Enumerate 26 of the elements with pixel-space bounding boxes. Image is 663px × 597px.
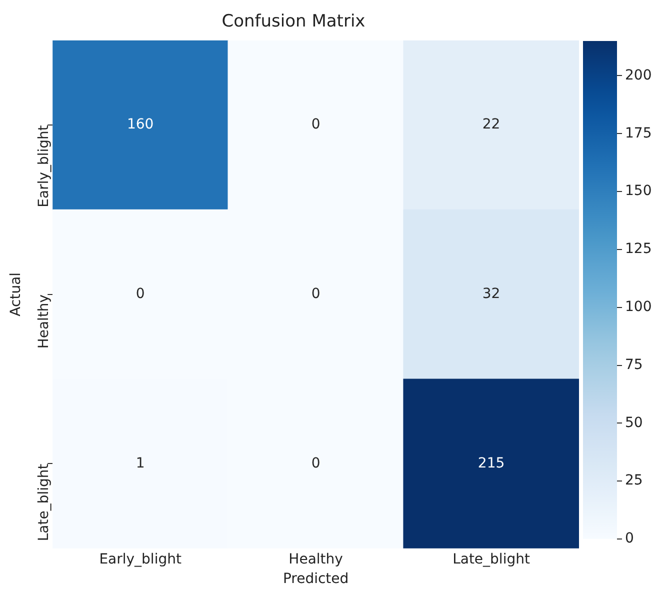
color-bar-label: 200 xyxy=(625,67,652,84)
data-label: 1 xyxy=(136,455,145,472)
chart-title: Confusion Matrix xyxy=(222,12,366,32)
color-bar-label: 100 xyxy=(625,299,652,316)
data-label: 0 xyxy=(311,286,320,302)
data-label: 215 xyxy=(478,455,505,472)
data-label: 0 xyxy=(311,455,320,472)
x-axis-title: Predicted xyxy=(282,571,349,588)
data-label: 22 xyxy=(482,116,500,133)
color-bar-label: 25 xyxy=(625,472,643,489)
color-bar-label: 125 xyxy=(625,241,652,258)
x-tick-label: Early_blight xyxy=(99,551,182,568)
x-tick-label: Healthy xyxy=(288,551,343,568)
data-label: 32 xyxy=(482,286,500,302)
y-tick-label: Healthy xyxy=(36,294,52,349)
x-tick-label: Late_blight xyxy=(452,551,530,568)
y-tick-label: Early_blight xyxy=(36,124,52,208)
color-bar-label: 175 xyxy=(625,125,652,142)
y-axis-title: Actual xyxy=(8,272,24,316)
data-label: 0 xyxy=(136,286,145,302)
color-bar-label: 50 xyxy=(625,414,643,431)
color-bar-label: 75 xyxy=(625,356,643,373)
data-label: 0 xyxy=(311,116,320,133)
color-bar-label: 150 xyxy=(625,183,652,200)
data-label: 160 xyxy=(126,116,154,133)
color-bar-label: 0 xyxy=(625,530,634,547)
